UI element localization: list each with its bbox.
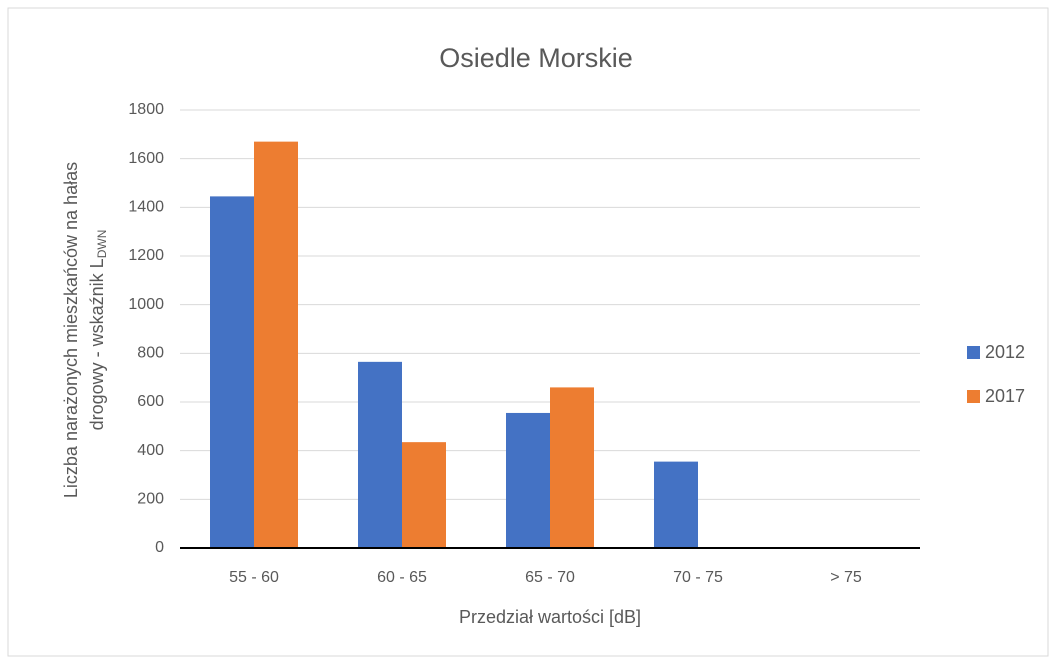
bar bbox=[550, 387, 594, 548]
bar bbox=[654, 461, 698, 548]
x-tick-label: 60 - 65 bbox=[377, 569, 427, 586]
bar bbox=[506, 412, 550, 548]
legend-label: 2017 bbox=[985, 386, 1025, 406]
y-tick-label: 1800 bbox=[128, 101, 164, 118]
y-tick-label: 0 bbox=[155, 539, 164, 556]
y-axis-label: Liczba narażonych mieszkańców na hałas d… bbox=[61, 162, 109, 498]
x-tick-label: 70 - 75 bbox=[673, 569, 723, 586]
x-tick-label: 55 - 60 bbox=[229, 569, 279, 586]
chart-border bbox=[7, 7, 1049, 657]
y-tick-label: 400 bbox=[137, 442, 164, 459]
bar bbox=[210, 196, 254, 548]
legend-swatch bbox=[967, 346, 980, 359]
y-tick-label: 1200 bbox=[128, 247, 164, 264]
x-axis-label: Przedział wartości [dB] bbox=[459, 607, 641, 627]
y-tick-label: 1400 bbox=[128, 199, 164, 216]
chart-title: Osiedle Morskie bbox=[439, 43, 633, 73]
y-tick-label: 1000 bbox=[128, 296, 164, 313]
bar bbox=[358, 361, 402, 548]
y-tick-label: 200 bbox=[137, 491, 164, 508]
legend-label: 2012 bbox=[985, 342, 1025, 362]
y-tick-label: 600 bbox=[137, 393, 164, 410]
y-axis-label-line: drogowy - wskaźnik LDWN bbox=[87, 230, 109, 431]
y-axis-label-line: Liczba narażonych mieszkańców na hałas bbox=[61, 162, 81, 498]
legend-swatch bbox=[967, 390, 980, 403]
y-tick-label: 800 bbox=[137, 345, 164, 362]
bar bbox=[254, 141, 298, 548]
x-tick-label: 65 - 70 bbox=[525, 569, 575, 586]
y-axis-label-text: drogowy - wskaźnik L bbox=[87, 258, 107, 430]
bar bbox=[402, 442, 446, 548]
x-tick-label: > 75 bbox=[830, 569, 862, 586]
y-axis-label-subscript: DWN bbox=[95, 230, 109, 259]
y-tick-label: 1600 bbox=[128, 150, 164, 167]
